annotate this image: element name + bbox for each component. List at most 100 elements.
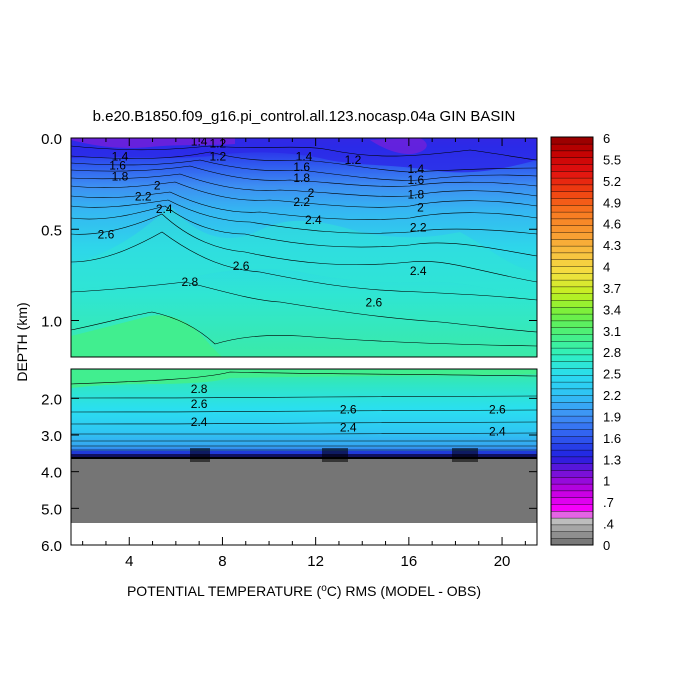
colorbar-bin [550, 163, 594, 172]
y-tick-label-lower: 3.0 [41, 428, 62, 445]
x-tick-label: 8 [218, 553, 226, 570]
colorbar-bin [550, 225, 594, 233]
contour-label: 1.2 [345, 153, 362, 167]
colorbar-bin [550, 354, 594, 362]
colorbar-label: 4 [603, 260, 610, 275]
colorbar-label: 0 [603, 538, 610, 553]
colorbar-bin [550, 252, 594, 260]
colorbar-bin [550, 143, 594, 152]
upper-contour-lines [71, 145, 537, 347]
contour-label: 1.4 [112, 149, 129, 163]
colorbar-bin [550, 463, 594, 471]
lower-contour-labels: 2.82.62.42.62.42.62.4 [191, 382, 506, 438]
chart-title: b.e20.B1850.f09_g16.pi_control.all.123.n… [93, 108, 516, 125]
colorbar-bin [550, 170, 594, 179]
colorbar-bin [550, 524, 594, 532]
colorbar-bin [550, 320, 594, 328]
x-axis-label-before: POTENTIAL TEMPERATURE ( [127, 583, 322, 599]
contour-label: 1.4 [407, 162, 424, 176]
colorbar-bin [550, 177, 594, 186]
contour-label: 2.4 [305, 213, 322, 227]
contour-label: 2.6 [366, 295, 383, 309]
colorbar-bin [550, 374, 594, 383]
contour-label: 2 [154, 178, 161, 192]
contour-label: 1.2 [209, 149, 226, 163]
floor-label-clusters [190, 448, 478, 462]
contour-label: 1.8 [112, 169, 129, 183]
land-mask [71, 459, 537, 523]
y-tick-label-lower: 5.0 [41, 501, 62, 518]
colorbar-bin [550, 504, 594, 512]
lower-panel-frame [70, 368, 538, 546]
contour-label: 2.2 [135, 189, 152, 203]
colorbar-label: 1 [603, 474, 610, 489]
colorbar-bin [550, 422, 594, 430]
contour-label: 2.4 [156, 202, 173, 216]
contour-label: 2.6 [191, 397, 208, 411]
colorbar-bin [550, 293, 594, 301]
contour-label: 2.6 [340, 402, 357, 416]
contour-label: 2 [417, 200, 424, 214]
colorbar: 6 5.5 5.2 4.9 4.6 4.3 4 3.7 3.4 3.1 2.8 2.5 2.2 1.9 1.… [550, 131, 621, 553]
colorbar-label: 3.7 [603, 281, 621, 296]
contour-label: 2.6 [98, 228, 115, 242]
colorbar-label: 4.3 [603, 238, 621, 253]
colorbar-bin [550, 150, 594, 158]
contour-label: 1.8 [407, 188, 424, 202]
lower-deep-band-1 [71, 451, 537, 454]
upper-panel-frame [70, 137, 538, 358]
x-axis-label: POTENTIAL TEMPERATURE (oC) RMS (MODEL - … [127, 583, 481, 600]
x-axis-label-after: C) RMS (MODEL - OBS) [327, 583, 481, 599]
colorbar-bin [550, 184, 594, 192]
colorbar-bin [550, 238, 594, 247]
colorbar-bin [550, 245, 594, 254]
colorbar-bin [550, 286, 594, 294]
y-tick-label-upper: 0.5 [41, 222, 62, 239]
lower-y-axis: 2.0 3.0 4.0 5.0 6.0 [41, 391, 537, 555]
colorbar-bin [550, 476, 594, 485]
contour-label: 2.6 [489, 402, 506, 416]
colorbar-bin [550, 490, 594, 498]
contour-label: 2.2 [410, 220, 427, 234]
contour-label: 1.6 [109, 158, 126, 172]
colorbar-bin [550, 347, 594, 356]
colorbar-label: 2.2 [603, 388, 621, 403]
colorbar-bin [550, 368, 594, 376]
colorbar-bin [550, 157, 594, 165]
contour-label: 2.6 [233, 259, 250, 273]
colorbar-bin [550, 231, 594, 240]
colorbar-bin [550, 402, 594, 410]
colorbar-bin [550, 211, 594, 220]
colorbar-label: 3.1 [603, 324, 621, 339]
x-axis-label-superscript: o [321, 583, 327, 594]
colorbar-label: 4.6 [603, 217, 621, 232]
colorbar-bin [550, 279, 594, 288]
contour-label: 1.4 [296, 149, 313, 163]
colorbar-bin [550, 197, 594, 206]
colorbar-bin [550, 395, 594, 403]
colorbar-label: 5.5 [603, 152, 621, 167]
colorbar-bin [550, 300, 594, 308]
y-tick-label-upper: 0.0 [41, 131, 62, 148]
colorbar-bin [550, 306, 594, 315]
colorbar-bin [550, 408, 594, 417]
colorbar-label: 1.9 [603, 409, 621, 424]
lower-deep-band-2 [71, 454, 537, 457]
y-tick-label-lower: 4.0 [41, 465, 62, 482]
colorbar-bin [550, 381, 594, 390]
colorbar-label: 1.3 [603, 452, 621, 467]
x-tick-label: 20 [494, 553, 511, 570]
upper-panel: 1.4 1.21.2 1.21.41.61.822.22.42.62.82.61.4… [70, 137, 538, 358]
colorbar-label: 2.5 [603, 367, 621, 382]
colorbar-label: 4.9 [603, 195, 621, 210]
y-tick-label-upper: 1.0 [41, 314, 62, 331]
colorbar-label: 2.8 [603, 345, 621, 360]
colorbar-bin [550, 388, 594, 396]
colorbar-bin [550, 436, 594, 444]
contour-label: 2.4 [410, 264, 427, 278]
x-tick-label: 16 [401, 553, 418, 570]
colorbar-bin [550, 340, 594, 349]
lower-green-band [71, 369, 537, 388]
lower-contour-lines [71, 371, 537, 451]
